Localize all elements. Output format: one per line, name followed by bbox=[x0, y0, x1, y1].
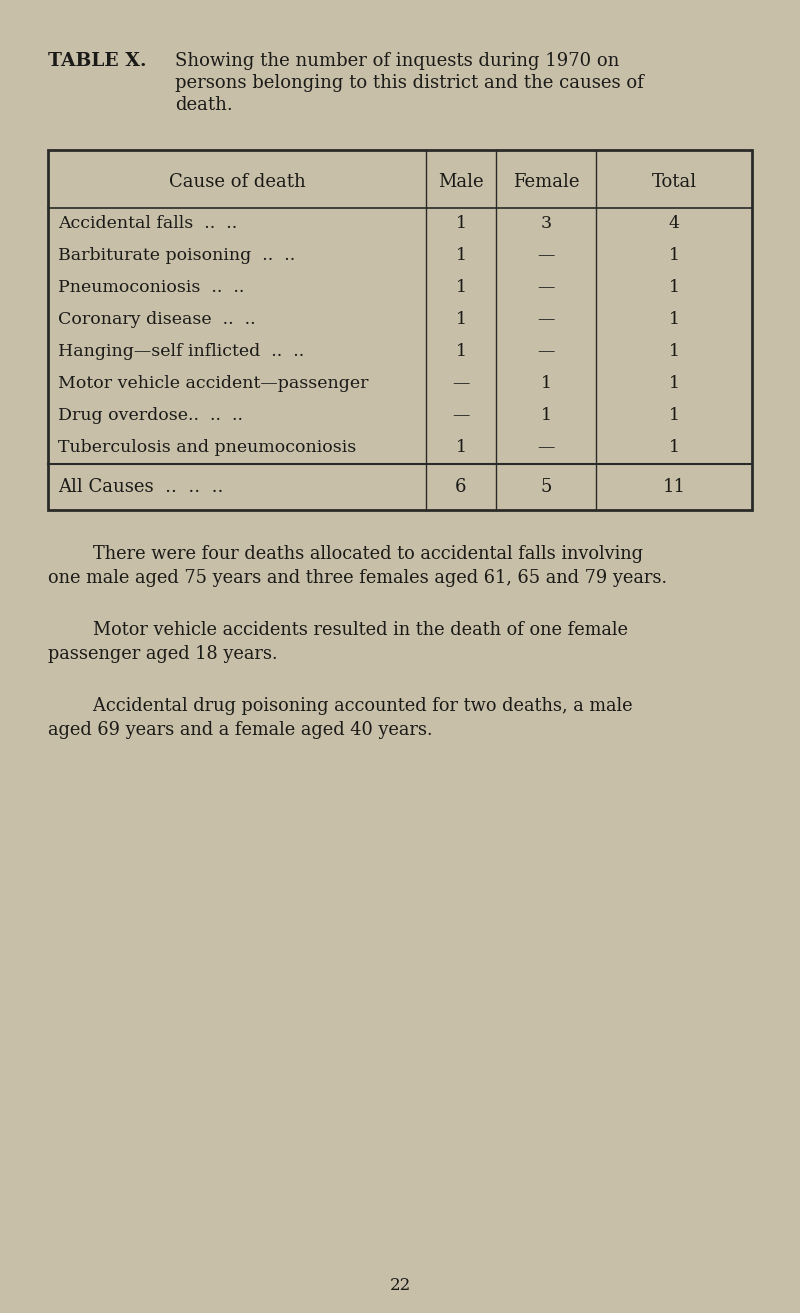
Text: 1: 1 bbox=[455, 440, 466, 457]
Text: TABLE X.: TABLE X. bbox=[48, 53, 146, 70]
Text: Tuberculosis and pneumoconiosis: Tuberculosis and pneumoconiosis bbox=[58, 440, 356, 457]
Text: 1: 1 bbox=[669, 311, 679, 328]
Text: —: — bbox=[538, 311, 554, 328]
Text: persons belonging to this district and the causes of: persons belonging to this district and t… bbox=[175, 74, 644, 92]
Text: —: — bbox=[538, 344, 554, 361]
Text: 1: 1 bbox=[455, 344, 466, 361]
Text: Drug overdose..  ..  ..: Drug overdose.. .. .. bbox=[58, 407, 243, 424]
Text: —: — bbox=[538, 247, 554, 264]
Text: 1: 1 bbox=[455, 311, 466, 328]
Text: 1: 1 bbox=[455, 247, 466, 264]
Text: There were four deaths allocated to accidental falls involving: There were four deaths allocated to acci… bbox=[48, 545, 643, 563]
Text: 1: 1 bbox=[669, 247, 679, 264]
Text: Pneumoconiosis  ..  ..: Pneumoconiosis .. .. bbox=[58, 280, 244, 297]
Text: 1: 1 bbox=[669, 344, 679, 361]
Text: 1: 1 bbox=[455, 280, 466, 297]
Text: —: — bbox=[538, 280, 554, 297]
Text: Accidental drug poisoning accounted for two deaths, a male: Accidental drug poisoning accounted for … bbox=[48, 697, 633, 716]
Text: 6: 6 bbox=[455, 478, 466, 496]
Text: —: — bbox=[452, 376, 470, 393]
Text: 1: 1 bbox=[669, 440, 679, 457]
Text: Cause of death: Cause of death bbox=[169, 173, 306, 190]
Text: 1: 1 bbox=[669, 376, 679, 393]
Text: Total: Total bbox=[651, 173, 697, 190]
Bar bbox=[48, 150, 752, 509]
Text: All Causes  ..  ..  ..: All Causes .. .. .. bbox=[58, 478, 223, 496]
Text: 11: 11 bbox=[662, 478, 686, 496]
Text: Coronary disease  ..  ..: Coronary disease .. .. bbox=[58, 311, 256, 328]
Text: 22: 22 bbox=[390, 1276, 410, 1293]
Text: 1: 1 bbox=[541, 376, 551, 393]
Text: 1: 1 bbox=[541, 407, 551, 424]
Text: —: — bbox=[538, 440, 554, 457]
Text: 1: 1 bbox=[669, 280, 679, 297]
Text: Motor vehicle accident—passenger: Motor vehicle accident—passenger bbox=[58, 376, 369, 393]
Text: 1: 1 bbox=[669, 407, 679, 424]
Text: 3: 3 bbox=[541, 215, 551, 232]
Text: Hanging—self inflicted  ..  ..: Hanging—self inflicted .. .. bbox=[58, 344, 304, 361]
Text: Female: Female bbox=[513, 173, 579, 190]
Text: passenger aged 18 years.: passenger aged 18 years. bbox=[48, 645, 278, 663]
Text: Accidental falls  ..  ..: Accidental falls .. .. bbox=[58, 215, 238, 232]
Text: death.: death. bbox=[175, 96, 233, 114]
Text: —: — bbox=[452, 407, 470, 424]
Text: 5: 5 bbox=[540, 478, 552, 496]
Text: Barbiturate poisoning  ..  ..: Barbiturate poisoning .. .. bbox=[58, 247, 295, 264]
Text: 1: 1 bbox=[455, 215, 466, 232]
Text: aged 69 years and a female aged 40 years.: aged 69 years and a female aged 40 years… bbox=[48, 721, 433, 739]
Text: Showing the number of inquests during 1970 on: Showing the number of inquests during 19… bbox=[175, 53, 619, 70]
Text: Male: Male bbox=[438, 173, 484, 190]
Text: Motor vehicle accidents resulted in the death of one female: Motor vehicle accidents resulted in the … bbox=[48, 621, 628, 639]
Text: one male aged 75 years and three females aged 61, 65 and 79 years.: one male aged 75 years and three females… bbox=[48, 569, 667, 587]
Text: 4: 4 bbox=[669, 215, 679, 232]
